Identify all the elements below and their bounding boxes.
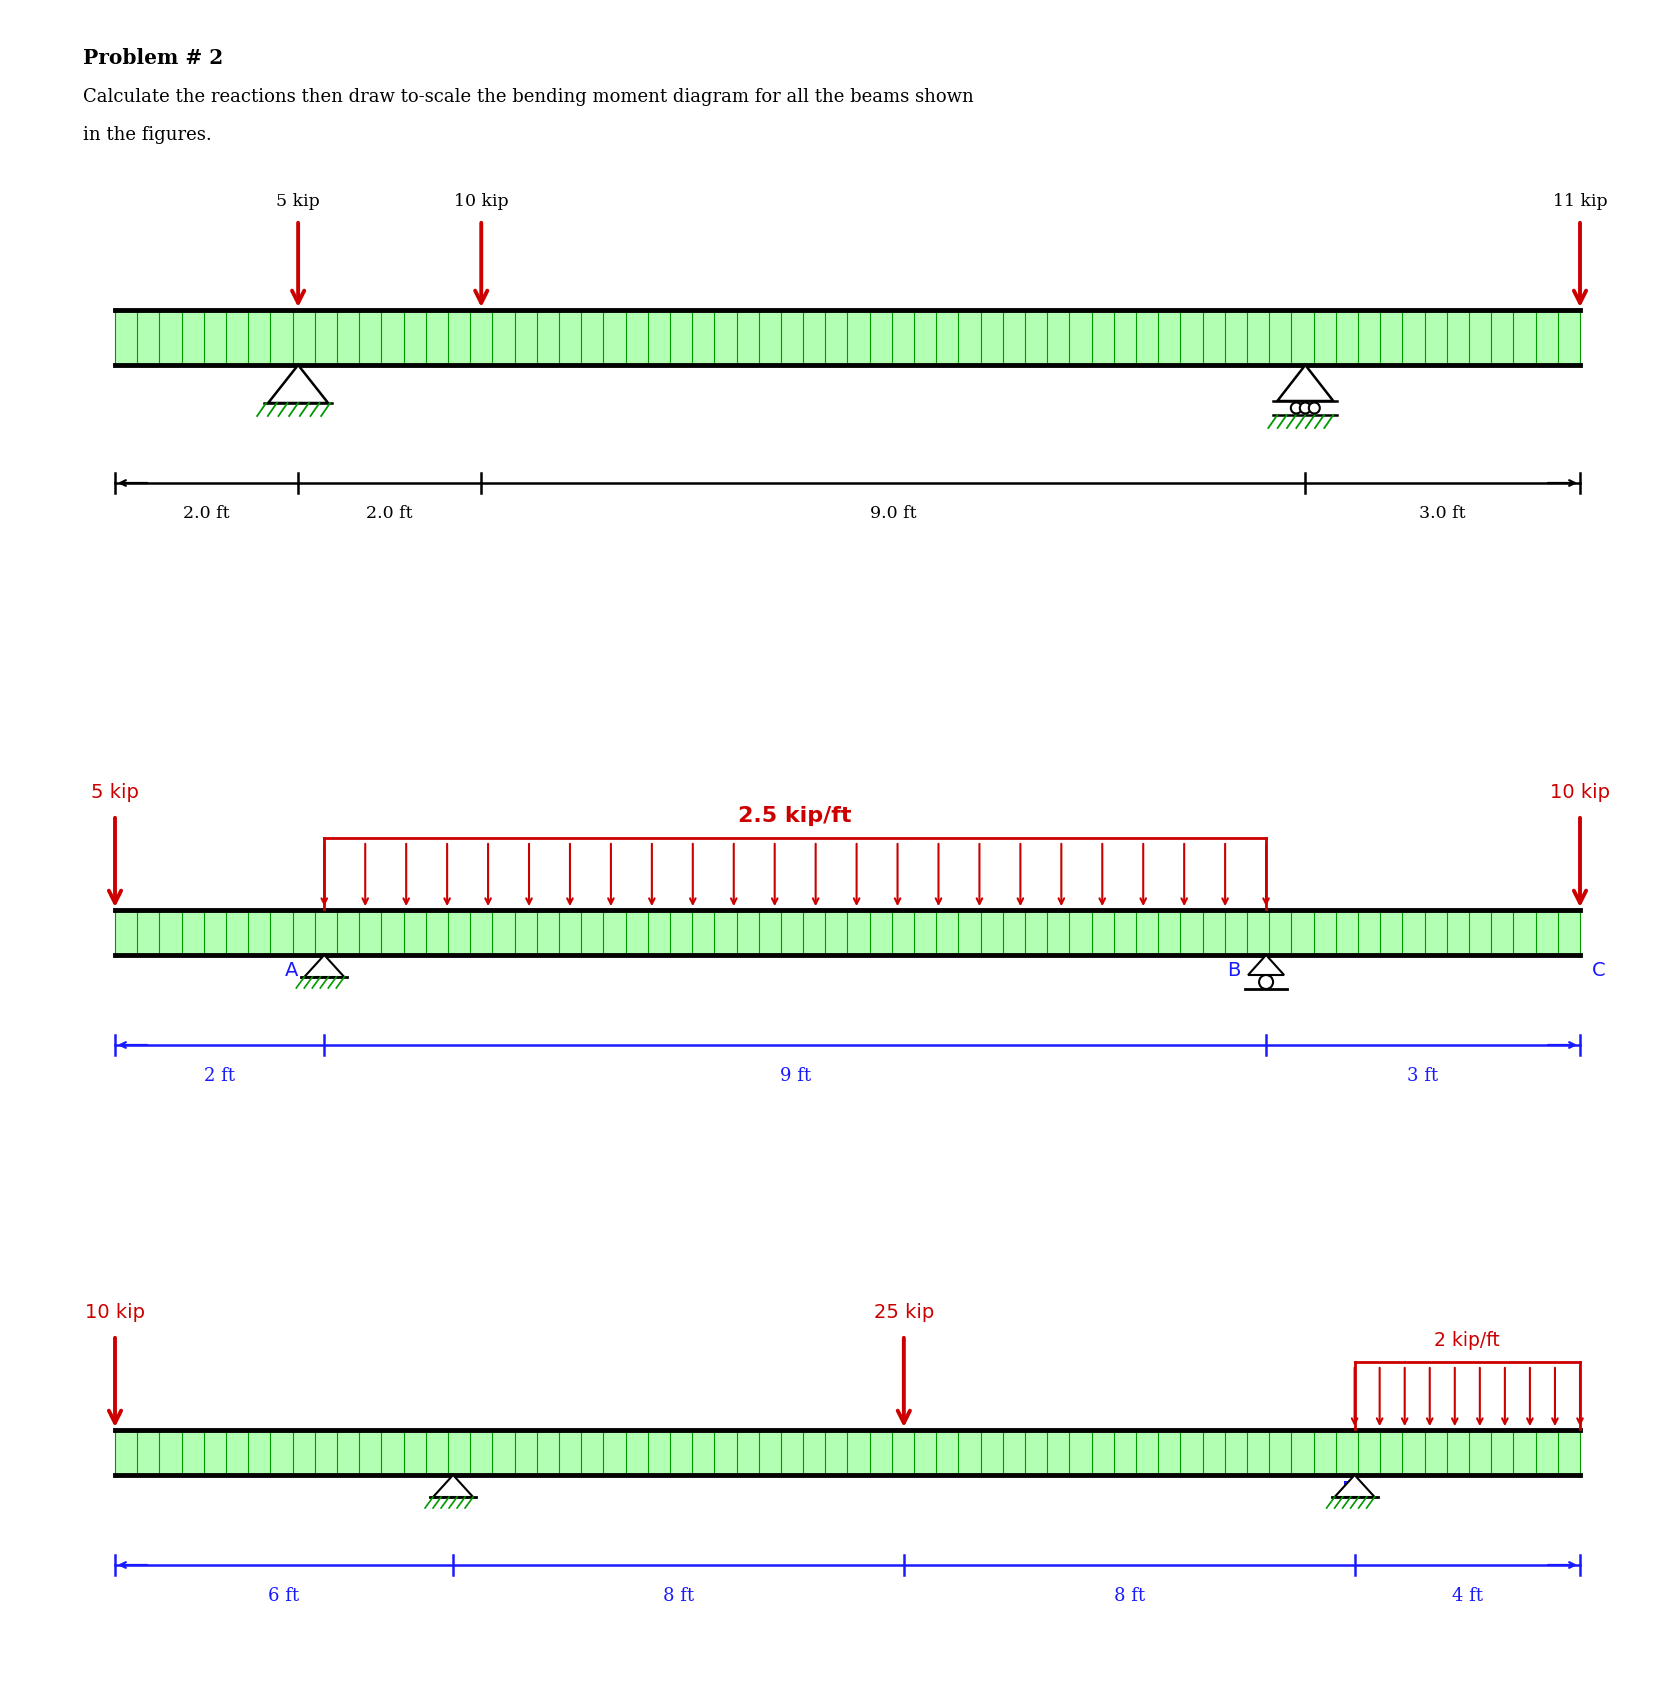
Text: C: C	[1591, 961, 1606, 980]
Polygon shape	[304, 954, 344, 976]
Text: 2.0 ft: 2.0 ft	[367, 505, 414, 522]
Text: in the figures.: in the figures.	[83, 125, 212, 144]
Bar	[115, 910, 1580, 954]
Text: 2.0 ft: 2.0 ft	[183, 505, 230, 522]
Text: B: B	[1226, 961, 1239, 980]
Text: 9.0 ft: 9.0 ft	[871, 505, 916, 522]
Bar	[115, 1431, 1580, 1475]
Text: A: A	[285, 961, 299, 980]
Text: 11 kip: 11 kip	[1553, 193, 1608, 210]
Circle shape	[1309, 402, 1319, 414]
Text: 8 ft: 8 ft	[662, 1587, 694, 1605]
Circle shape	[1259, 975, 1273, 988]
Text: 2.5 kip/ft: 2.5 kip/ft	[739, 807, 852, 825]
Polygon shape	[1248, 954, 1284, 975]
Text: 4 ft: 4 ft	[1451, 1587, 1483, 1605]
Circle shape	[1299, 402, 1311, 414]
Text: 25 kip: 25 kip	[874, 1303, 934, 1322]
Circle shape	[1291, 402, 1301, 414]
Text: 10 kip: 10 kip	[85, 1303, 145, 1322]
Polygon shape	[434, 1475, 474, 1497]
Text: 2 ft: 2 ft	[203, 1066, 235, 1085]
Text: 3 ft: 3 ft	[1408, 1066, 1438, 1085]
Text: B: B	[1343, 1481, 1356, 1502]
Text: 5 kip: 5 kip	[92, 783, 138, 802]
Bar	[115, 310, 1580, 364]
Polygon shape	[1334, 1475, 1374, 1497]
Text: 6 ft: 6 ft	[269, 1587, 300, 1605]
Text: A: A	[440, 1481, 455, 1502]
Text: 2 kip/ft: 2 kip/ft	[1434, 1331, 1500, 1349]
Text: 3.0 ft: 3.0 ft	[1419, 505, 1466, 522]
Polygon shape	[269, 364, 329, 403]
Polygon shape	[1278, 364, 1333, 402]
Text: 10 kip: 10 kip	[454, 193, 509, 210]
Text: Problem # 2: Problem # 2	[83, 47, 224, 68]
Text: 10 kip: 10 kip	[1550, 783, 1610, 802]
Text: 5 kip: 5 kip	[277, 193, 320, 210]
Text: 8 ft: 8 ft	[1114, 1587, 1144, 1605]
Text: 9 ft: 9 ft	[779, 1066, 811, 1085]
Text: Calculate the reactions then draw to-scale the bending moment diagram for all th: Calculate the reactions then draw to-sca…	[83, 88, 974, 107]
